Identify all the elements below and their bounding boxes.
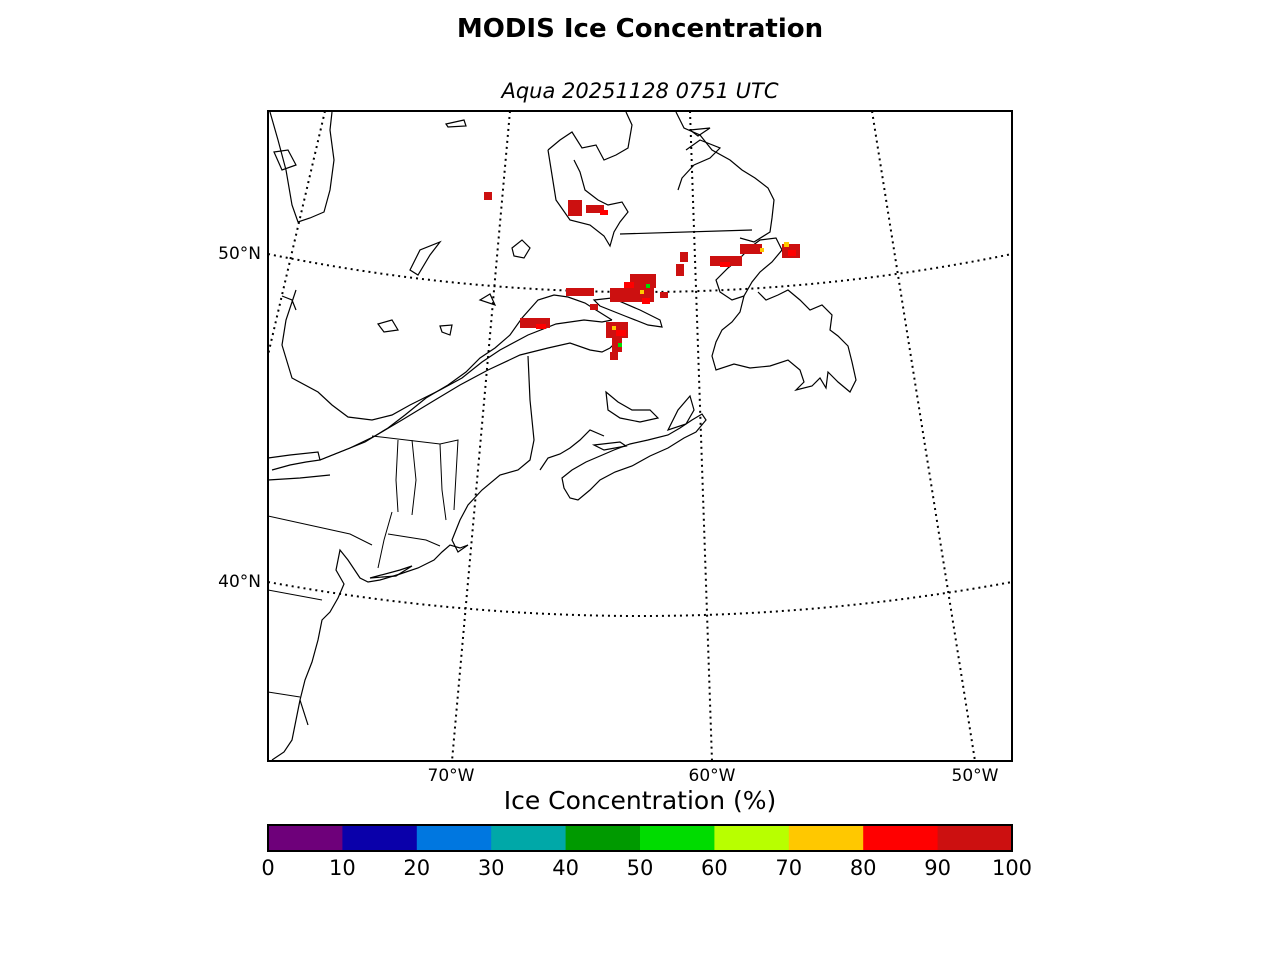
coastlines [268, 111, 857, 761]
colorbar-frame [267, 824, 1013, 852]
colorbar-segment [491, 825, 567, 851]
colorbar-segment [714, 825, 790, 851]
chart-title: MODIS Ice Concentration [456, 14, 824, 44]
lon-label: 50°W [952, 766, 999, 786]
colorbar-tick-label: 80 [849, 856, 877, 880]
lon-label: 60°W [689, 766, 736, 786]
map-area [268, 111, 1012, 761]
colorbar-tick-label: 30 [477, 856, 505, 880]
colorbar [268, 825, 1013, 851]
colorbar-segment [640, 825, 715, 851]
sea-ice [484, 192, 800, 360]
colorbar-segment [788, 825, 864, 851]
colorbar-tick-label: 40 [552, 856, 579, 880]
colorbar-segment [268, 825, 343, 851]
colorbar-tick-label: 90 [924, 856, 951, 880]
colorbar-tick-label: 100 [991, 856, 1033, 880]
lat-label: 40°N [218, 572, 261, 592]
lon-label: 70°W [428, 766, 475, 786]
colorbar-tick-label: 10 [329, 856, 356, 880]
colorbar-tick-label: 50 [626, 856, 654, 880]
ice-rare [618, 284, 650, 347]
colorbar-segment [937, 825, 1013, 851]
lat-label: 50°N [218, 244, 261, 264]
colorbar-segment [342, 825, 418, 851]
chart-subtitle: Aqua 20251128 0751 UTC [501, 79, 779, 103]
map-frame [267, 110, 1013, 762]
ice-sparse [612, 242, 789, 330]
colorbar-tick-label: 0 [261, 856, 275, 880]
colorbar-segment [863, 825, 939, 851]
colorbar-tick-label: 60 [701, 856, 728, 880]
colorbar-tick-label: 70 [775, 856, 803, 880]
colorbar-segment [416, 825, 492, 851]
colorbar-segment [565, 825, 641, 851]
colorbar-label: Ice Concentration (%) [503, 786, 777, 815]
colorbar-tick-label: 20 [403, 856, 431, 880]
ice-secondary [536, 210, 796, 336]
graticule [268, 111, 1012, 761]
boundaries [268, 435, 459, 698]
